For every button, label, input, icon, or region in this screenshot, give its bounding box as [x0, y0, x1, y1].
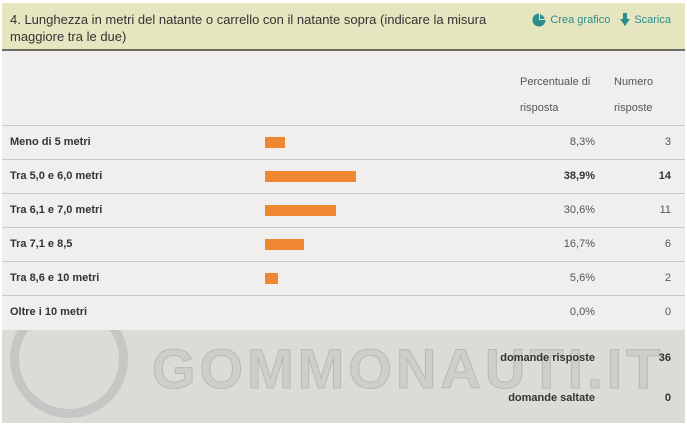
answer-label: Tra 7,1 e 8,5	[10, 238, 73, 250]
answered-value: 36	[658, 352, 671, 364]
answer-row: Tra 7,1 e 8,5 16,7% 6	[2, 228, 685, 262]
answer-label: Meno di 5 metri	[10, 136, 91, 148]
pie-chart-icon	[532, 13, 546, 27]
answer-percent: 38,9%	[563, 170, 595, 182]
answer-count: 6	[664, 238, 671, 250]
answer-bar	[265, 273, 278, 284]
create-chart-button[interactable]: Crea grafico	[532, 13, 610, 27]
answer-percent: 30,6%	[563, 204, 595, 216]
question-header: 4. Lunghezza in metri del natante o carr…	[2, 3, 685, 51]
answer-percent: 5,6%	[569, 272, 595, 284]
answer-row: Tra 8,6 e 10 metri 5,6% 2	[2, 262, 685, 296]
answer-count: 2	[664, 272, 671, 284]
answered-label: domande risposte	[500, 352, 595, 364]
answer-bar	[265, 239, 304, 250]
answer-label: Tra 5,0 e 6,0 metri	[10, 170, 103, 182]
question-title: 4. Lunghezza in metri del natante o carr…	[10, 12, 487, 44]
answer-bar	[265, 137, 285, 148]
download-arrow-icon	[620, 13, 631, 26]
create-chart-label: Crea grafico	[550, 14, 611, 26]
percent-column-header: Percentuale di risposta	[520, 76, 591, 114]
answer-bar	[265, 171, 356, 182]
answer-label: Tra 8,6 e 10 metri	[10, 272, 100, 284]
answer-label: Oltre i 10 metri	[10, 306, 88, 318]
answer-percent: 0,0%	[569, 306, 595, 318]
answer-bar	[265, 205, 336, 216]
answer-label: Tra 6,1 e 7,0 metri	[10, 204, 103, 216]
answer-count: 3	[664, 136, 671, 148]
watermark-logo-icon	[10, 330, 128, 418]
question-actions: Crea grafico Scarica	[532, 13, 671, 27]
survey-question-panel: 4. Lunghezza in metri del natante o carr…	[2, 3, 685, 423]
answer-row: Tra 6,1 e 7,0 metri 30,6% 11	[2, 194, 685, 228]
skipped-label: domande saltate	[508, 392, 595, 404]
skipped-value: 0	[664, 392, 671, 404]
answer-row: Oltre i 10 metri 0,0% 0	[2, 296, 685, 329]
watermark-text: GOMMONAUTI.IT	[151, 337, 665, 401]
answer-rows: Meno di 5 metri 8,3% 3 Tra 5,0 e 6,0 met…	[2, 126, 685, 329]
answer-row: Meno di 5 metri 8,3% 3	[2, 126, 685, 160]
answer-count: 11	[659, 204, 671, 216]
answer-count: 0	[664, 306, 671, 318]
answer-percent: 16,7%	[563, 238, 595, 250]
download-button[interactable]: Scarica	[620, 13, 671, 27]
answer-row: Tra 5,0 e 6,0 metri 38,9% 14	[2, 160, 685, 194]
count-column-header: Numero risposte	[614, 76, 654, 114]
answer-percent: 8,3%	[569, 136, 595, 148]
answer-count: 14	[658, 170, 671, 182]
column-headers: Percentuale di risposta Numero risposte	[2, 51, 685, 126]
download-label: Scarica	[634, 14, 671, 26]
summary-footer: GOMMONAUTI.IT domande risposte 36 domand…	[2, 330, 685, 423]
